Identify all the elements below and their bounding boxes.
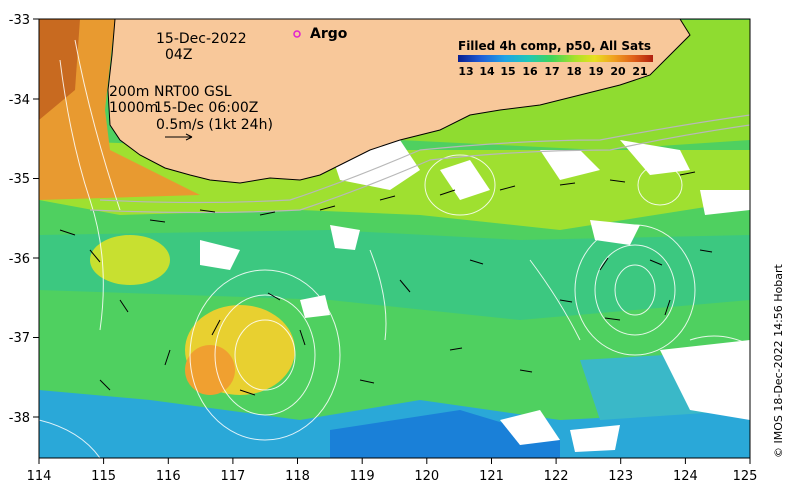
current-vectors	[59, 171, 713, 396]
sst-eddy-core	[185, 345, 235, 395]
x-tick-label: 124	[673, 469, 698, 484]
sst-west-hot	[39, 19, 80, 120]
colorbar-tick: 15	[500, 65, 515, 78]
x-tick-label: 125	[733, 469, 758, 484]
colorbar-tick: 18	[566, 65, 581, 78]
x-tick-label: 122	[544, 469, 569, 484]
colorbar-tick: 19	[588, 65, 603, 78]
y-tick-label: -33	[9, 13, 30, 28]
product-time-label: 15-Dec 06:00Z	[154, 100, 258, 116]
ssh-contours	[39, 39, 750, 458]
colorbar-tick: 13	[458, 65, 473, 78]
scale-label: 0.5m/s (1kt 24h)	[156, 117, 273, 133]
y-tick-label: -37	[9, 331, 30, 346]
product-label: NRT00 GSL	[154, 84, 232, 100]
plot-frame	[38, 18, 751, 459]
x-tick-label: 123	[608, 469, 633, 484]
colorbar-title: Filled 4h comp, p50, All Sats	[458, 39, 651, 53]
y-axis-labels: -33 -34 -35 -36 -37 -38	[9, 13, 30, 426]
x-tick-label: 116	[156, 469, 181, 484]
x-tick-label: 121	[479, 469, 504, 484]
sst-patch-west	[90, 235, 170, 285]
colorbar-tick: 21	[632, 65, 647, 78]
y-tick-label: -34	[9, 93, 30, 108]
plot-area	[39, 19, 750, 458]
colorbar-tick: 14	[479, 65, 495, 78]
depth-1000-label: 1000m	[109, 100, 158, 116]
scale-arrow-icon	[165, 133, 193, 141]
date-label: 15-Dec-2022	[156, 31, 247, 47]
colorbar-tick: 20	[610, 65, 626, 78]
x-tick-label: 114	[27, 469, 52, 484]
y-tick-label: -35	[9, 172, 30, 187]
colorbar-tick: 17	[544, 65, 559, 78]
x-tick-label: 115	[91, 469, 116, 484]
sst-west-warm	[39, 19, 200, 200]
colorbar-bar	[458, 55, 653, 62]
depth-200-label: 200m	[109, 84, 149, 100]
argo-marker-icon	[293, 30, 301, 38]
argo-label: Argo	[310, 26, 348, 42]
y-tick-label: -36	[9, 252, 30, 267]
x-tick-label: 120	[414, 469, 439, 484]
colorbar-tick: 16	[522, 65, 538, 78]
hour-label: 04Z	[165, 47, 192, 63]
credit-label: © IMOS 18-Dec-2022 14:56 Hobart	[772, 263, 785, 458]
cloud-gaps	[200, 140, 750, 452]
x-tick-label: 117	[220, 469, 245, 484]
sst-south-cold	[330, 410, 560, 458]
bathymetry-contours	[89, 114, 750, 214]
axis-ticks	[33, 18, 751, 464]
x-axis-labels: 114 115 116 117 118 119 120 121 122 123 …	[27, 469, 758, 484]
y-tick-label: -38	[9, 411, 30, 426]
x-tick-label: 118	[285, 469, 310, 484]
colorbar: Filled 4h comp, p50, All Sats 13 14 15 1…	[458, 39, 653, 78]
x-tick-label: 119	[350, 469, 375, 484]
